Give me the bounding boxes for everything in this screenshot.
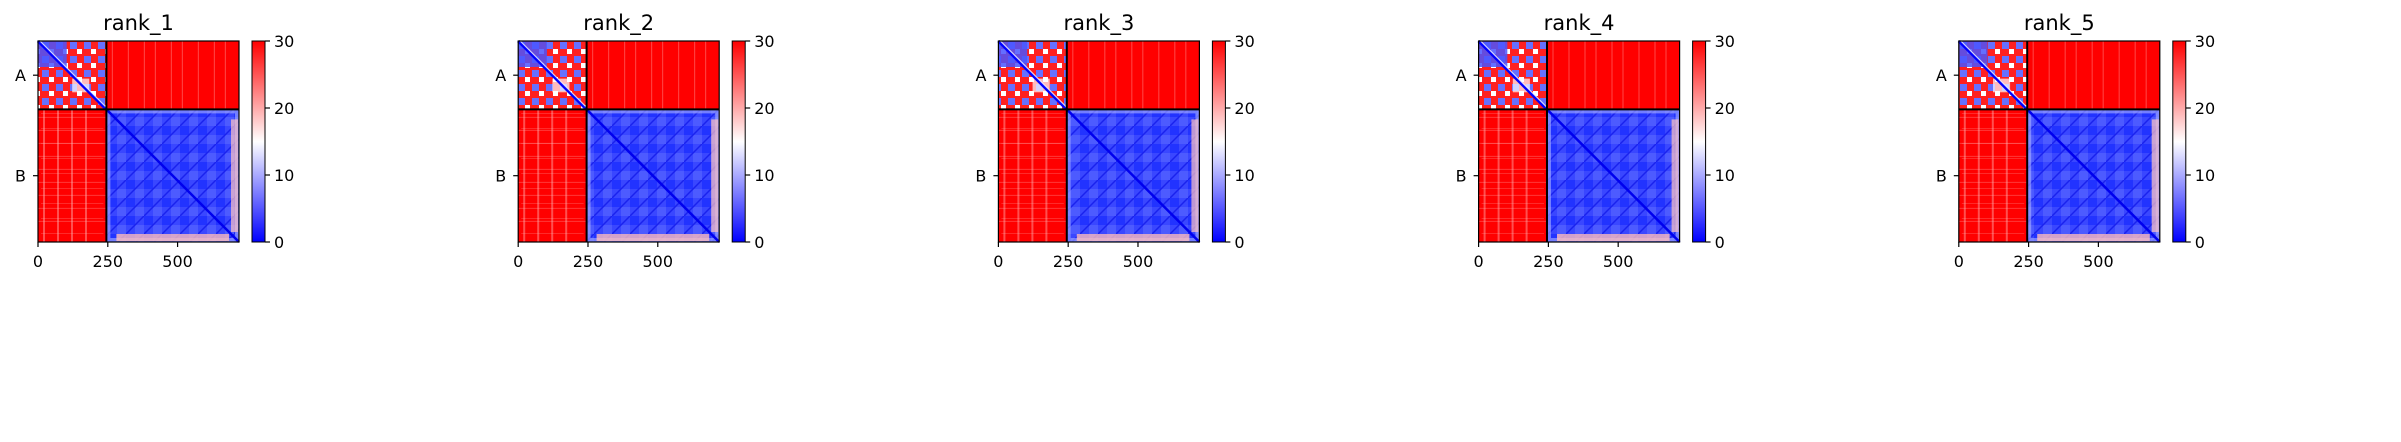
colorbar-tick-label: 20 — [2195, 99, 2215, 118]
chain-b-terminal-band — [1191, 119, 1199, 232]
colorbar-tick-label: 0 — [274, 233, 284, 252]
colorbar-frame — [1211, 40, 1226, 243]
chart-title: rank_1 — [103, 11, 174, 36]
heatmap-panel-4: rank_4 0 250 500 A B 0 10 20 30 — [1456, 11, 1735, 271]
chart-title: rank_2 — [583, 11, 654, 36]
chain-b-diagonal — [1065, 108, 1201, 243]
chain-b-terminal-band — [2151, 119, 2159, 232]
chain-b-terminal-band — [711, 119, 719, 232]
axes-frame — [37, 40, 240, 243]
colorbar-tick-label: 20 — [754, 99, 774, 118]
chain-a-diagonal — [1477, 39, 1549, 111]
colorbar — [2172, 41, 2186, 242]
x-tick-label: 250 — [2013, 252, 2044, 271]
chain-a-diagonal-edge — [1960, 40, 2028, 108]
x-tick-label: 500 — [162, 252, 193, 271]
chain-b-terminal-band — [596, 234, 710, 241]
chain-a-diagonal — [517, 39, 588, 111]
colorbar-tick-label: 20 — [1715, 99, 1735, 118]
colorbar-tick-label: 30 — [274, 32, 294, 51]
x-tick-label: 500 — [2083, 252, 2114, 271]
colorbar-tick-label: 30 — [2195, 32, 2215, 51]
x-tick-label: 250 — [573, 252, 604, 271]
axes-frame — [1958, 40, 2161, 243]
colorbar-frame — [1692, 40, 1707, 243]
chain-b-terminal-band — [116, 234, 229, 241]
colorbar-tick-label: 10 — [274, 166, 294, 185]
heatmap-panel-2: rank_2 0 250 500 A B 0 10 20 30 — [495, 11, 774, 271]
x-tick-label: 0 — [1474, 252, 1484, 271]
colorbar — [1692, 41, 1706, 242]
colorbar — [732, 41, 746, 242]
colorbar-tick-label: 20 — [274, 99, 294, 118]
chain-a-diagonal — [1957, 39, 2029, 111]
x-tick-label: 0 — [993, 252, 1003, 271]
y-tick-label: A — [495, 66, 506, 85]
colorbar-tick-label: 30 — [754, 32, 774, 51]
chart-title: rank_3 — [1063, 11, 1134, 36]
chart-title: rank_5 — [2024, 11, 2095, 36]
colorbar-tick-label: 20 — [1234, 99, 1254, 118]
x-tick-label: 250 — [93, 252, 124, 271]
colorbar-tick-label: 0 — [1234, 233, 1244, 252]
axes-frame — [997, 40, 1201, 243]
y-tick-label: B — [495, 167, 506, 186]
y-tick-label: A — [1456, 66, 1467, 85]
colorbar-tick-label: 0 — [2195, 233, 2205, 252]
colorbar-tick-label: 10 — [754, 166, 774, 185]
chain-b-terminal-band — [1671, 119, 1679, 232]
x-tick-label: 500 — [1603, 252, 1634, 271]
y-tick-label: B — [1456, 167, 1467, 186]
chain-a-diagonal-edge — [999, 40, 1068, 108]
x-tick-label: 0 — [1954, 252, 1964, 271]
colorbar — [252, 41, 265, 242]
y-tick-label: A — [975, 66, 986, 85]
chain-a-diagonal — [36, 39, 108, 111]
colorbar-frame — [2172, 40, 2187, 243]
y-tick-label: A — [15, 66, 26, 85]
x-tick-label: 0 — [513, 252, 523, 271]
chain-a-diagonal-edge — [519, 40, 588, 108]
axes-frame — [517, 40, 720, 243]
chain-b-terminal-band — [2037, 234, 2150, 241]
x-tick-label: 250 — [1533, 252, 1564, 271]
colorbar — [1212, 41, 1226, 242]
colorbar-tick-label: 10 — [2195, 166, 2215, 185]
y-tick-label: B — [15, 167, 26, 186]
colorbar-frame — [731, 40, 746, 243]
colorbar-tick-label: 0 — [1715, 233, 1725, 252]
y-tick-label: B — [1936, 167, 1947, 186]
heatmap-panel-5: rank_5 0 250 500 A B 0 10 20 30 — [1936, 11, 2215, 271]
colorbar-tick-label: 30 — [1715, 32, 1735, 51]
colorbar-tick-label: 10 — [1715, 166, 1735, 185]
chain-a-diagonal — [997, 39, 1068, 111]
axes-frame — [1477, 40, 1681, 243]
y-tick-label: B — [975, 167, 986, 186]
x-tick-label: 0 — [33, 252, 43, 271]
y-tick-label: A — [1936, 66, 1947, 85]
chain-b-diagonal — [2026, 108, 2161, 243]
chain-a-diagonal-edge — [39, 40, 107, 108]
x-tick-label: 250 — [1053, 252, 1084, 271]
chain-b-terminal-band — [231, 119, 238, 232]
colorbar-tick-label: 30 — [1234, 32, 1254, 51]
chart-title: rank_4 — [1544, 11, 1615, 36]
chain-b-diagonal — [585, 108, 721, 243]
chain-b-terminal-band — [1076, 234, 1190, 241]
chain-b-diagonal — [1546, 108, 1681, 243]
heatmap-panel-3: rank_3 0 250 500 A B 0 10 20 30 — [975, 11, 1254, 271]
colorbar-tick-label: 0 — [754, 233, 764, 252]
x-tick-label: 500 — [1123, 252, 1154, 271]
colorbar-frame — [251, 40, 266, 243]
heatmap-panel-1: rank_1 0 250 500 A B 0 10 20 30 — [15, 11, 294, 271]
chain-b-terminal-band — [1556, 234, 1670, 241]
x-tick-label: 500 — [643, 252, 674, 271]
chain-a-diagonal-edge — [1480, 40, 1548, 108]
colorbar-tick-label: 10 — [1234, 166, 1254, 185]
chain-b-diagonal — [105, 108, 240, 243]
